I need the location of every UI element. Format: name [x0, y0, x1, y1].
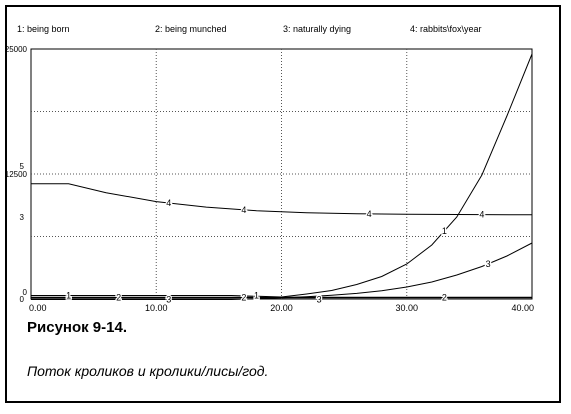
y-tick-label: 12500: [7, 170, 28, 179]
series-marker-3: 3: [486, 259, 491, 269]
legend-item: 1: being born: [17, 24, 70, 34]
y2-tick-label: 0: [20, 295, 25, 304]
x-tick-label: 30.00: [395, 303, 418, 313]
series-marker-3: 3: [166, 295, 171, 305]
series-marker-4: 4: [166, 198, 171, 208]
legend-item: 2: being munched: [155, 24, 227, 34]
series-marker-3: 3: [317, 295, 322, 305]
series-marker-2: 2: [116, 293, 121, 303]
y2-tick-label: 3: [20, 213, 25, 222]
series-marker-2: 2: [241, 293, 246, 303]
x-tick-label: 0.00: [29, 303, 47, 313]
figure-caption-text: Поток кроликов и кролики/лисы/год.: [27, 363, 268, 379]
legend: 1: being born 2: being munched 3: naturall…: [17, 24, 482, 34]
legend-item: 3: naturally dying: [283, 24, 351, 34]
x-tick-label: 10.00: [145, 303, 168, 313]
series-marker-1: 1: [442, 226, 447, 236]
figure-caption-title: Рисунок 9-14.: [27, 319, 127, 336]
x-tick-label: 20.00: [270, 303, 293, 313]
series-marker-1: 1: [254, 291, 259, 301]
chart: 1: being born 2: being munched 3: naturall…: [7, 7, 563, 405]
series-marker-4: 4: [367, 209, 372, 219]
series-marker-1: 1: [66, 291, 71, 301]
series-marker-4: 4: [241, 205, 246, 215]
figure-frame: 1: being born 2: being munched 3: naturall…: [5, 5, 561, 403]
legend-item: 4: rabbits\fox\year: [410, 24, 482, 34]
x-tick-label: 40.00: [511, 303, 534, 313]
series-marker-2: 2: [442, 293, 447, 303]
y2-tick-label: 5: [20, 162, 25, 171]
series-marker-4: 4: [479, 210, 484, 220]
